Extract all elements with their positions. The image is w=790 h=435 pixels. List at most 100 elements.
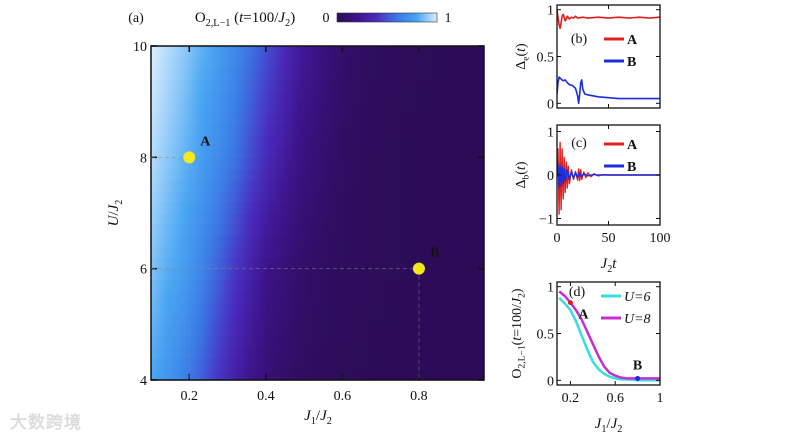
heatmap-row <box>151 57 484 69</box>
heatmap-row <box>151 135 484 147</box>
x-axis-label-d-part: 1 <box>601 424 606 435</box>
heatmap-row <box>151 224 484 236</box>
heatmap-row <box>151 346 484 359</box>
y-tick-label: 0 <box>547 374 554 389</box>
legend-label-B: B <box>627 55 636 70</box>
y-tick-label: 6 <box>140 263 147 278</box>
heatmap-row <box>151 257 484 270</box>
panel-label-c: (c) <box>571 136 587 151</box>
y-axis-label-d-part: 2,L−1 <box>518 345 528 368</box>
x-tick-label: 0.4 <box>257 389 275 404</box>
x-axis-label-d-part: J <box>595 416 603 432</box>
colorbar-title: O2,L−1 (t=100/J2) <box>195 10 295 29</box>
heatmap-row <box>151 79 484 92</box>
heatmap-row <box>151 268 484 281</box>
y-axis-label-c-part: b <box>522 174 532 179</box>
heatmap-row <box>151 313 484 325</box>
point-label-B: B <box>430 246 439 261</box>
series-line-A <box>557 9 660 30</box>
heatmap-row <box>151 201 484 214</box>
heatmap-row <box>151 290 484 303</box>
series-line-B <box>557 76 660 105</box>
series-line-U8 <box>558 290 660 380</box>
colorbar-title-part: ( <box>230 10 239 26</box>
y-axis-label-d-part: 2 <box>518 293 528 298</box>
y-tick-label: 10 <box>133 40 147 55</box>
y-tick-label: 8 <box>140 151 147 166</box>
y-tick-label: 4 <box>140 374 147 389</box>
heatmap-row <box>151 213 484 225</box>
y-axis-label-d-part: J <box>510 297 525 304</box>
y-axis-label-d-part: ( <box>510 340 525 345</box>
colorbar-max-label: 1 <box>445 11 452 26</box>
heatmap-row <box>151 368 484 381</box>
plot-frame-a <box>150 45 485 381</box>
legend-label-A: A <box>627 138 638 153</box>
series-line-U6 <box>558 297 660 382</box>
y-tick-label: 0 <box>547 169 554 184</box>
x-tick-label: 0 <box>554 231 561 246</box>
y-axis-label-d-part: =100/ <box>510 304 525 337</box>
heatmap-row <box>151 179 484 192</box>
x-axis-label-d-part: J <box>611 416 619 432</box>
y-axis-label-a-part: / <box>106 211 122 216</box>
colorbar-title-part: =100/ <box>243 10 279 26</box>
point-B <box>412 262 425 275</box>
x-axis-label-a-part: 2 <box>327 416 332 427</box>
colorbar-title-part: O <box>195 10 206 26</box>
heatmap-row <box>151 335 484 348</box>
heatmap-row <box>151 235 484 247</box>
panel-label-a: (a) <box>128 11 144 26</box>
x-tick-label: 50 <box>602 231 616 246</box>
x-tick-label: 100 <box>650 231 671 246</box>
colorbar-title-part: 2,L−1 <box>206 18 231 29</box>
legend-label-U8: U=8 <box>624 312 651 327</box>
series-line-A <box>557 141 660 215</box>
y-tick-label: 0 <box>547 97 554 112</box>
colorbar-title-part: J <box>278 10 286 26</box>
y-axis-label-c-part: Δ <box>514 179 529 188</box>
point-label-A-d: A <box>578 308 589 323</box>
heatmap-row <box>151 357 484 370</box>
x-axis-label-a-part: J <box>320 408 328 424</box>
point-label-A: A <box>200 134 211 149</box>
point-A <box>183 151 196 164</box>
heatmap-row <box>151 168 484 181</box>
y-axis-label-a-part: U <box>106 214 122 226</box>
heatmap-row <box>151 302 484 314</box>
y-axis-label-d-part: ) <box>510 288 525 293</box>
x-axis-label-a: J1/J2 <box>304 408 332 427</box>
panel-label-b: (b) <box>571 32 588 47</box>
y-axis-label-c: Δb(t) <box>514 161 532 188</box>
heatmap-row <box>151 68 484 80</box>
y-axis-label-c-part: t <box>514 165 529 170</box>
colorbar-title-part: 2 <box>285 18 290 29</box>
y-axis-label-a-part: 2 <box>114 200 125 205</box>
colorbar-title-part: t <box>239 10 244 26</box>
y-axis-label-a-part: J <box>106 203 122 211</box>
y-axis-label-c-part: ( <box>514 170 529 175</box>
y-tick-label: 1 <box>547 126 554 141</box>
point-B-d <box>635 375 641 381</box>
heatmap-row <box>151 146 484 158</box>
x-axis-label-a-part: J <box>304 408 312 424</box>
heatmap-row <box>151 190 484 203</box>
x-tick-label: 0.2 <box>562 391 580 406</box>
y-tick-label: −1 <box>539 212 554 227</box>
y-axis-label-d-part: O <box>510 368 525 378</box>
y-axis-label-c-part: ) <box>514 161 529 166</box>
x-axis-label-c-part: J <box>601 256 609 272</box>
x-tick-label: 0.8 <box>410 389 428 404</box>
point-label-B-d: B <box>633 358 642 373</box>
x-axis-label-c-part: 2 <box>607 264 612 275</box>
heatmap-row <box>151 157 484 170</box>
x-tick-label: 0.6 <box>606 391 624 406</box>
heatmap-row <box>151 279 484 292</box>
plot-frame-b <box>556 4 661 109</box>
y-axis-label-d-part: t <box>510 336 525 341</box>
x-tick-label: 1 <box>657 391 664 406</box>
y-axis-label-b-part: ( <box>514 51 529 56</box>
heatmap-row <box>151 123 484 136</box>
x-tick-label: 0.6 <box>334 389 352 404</box>
